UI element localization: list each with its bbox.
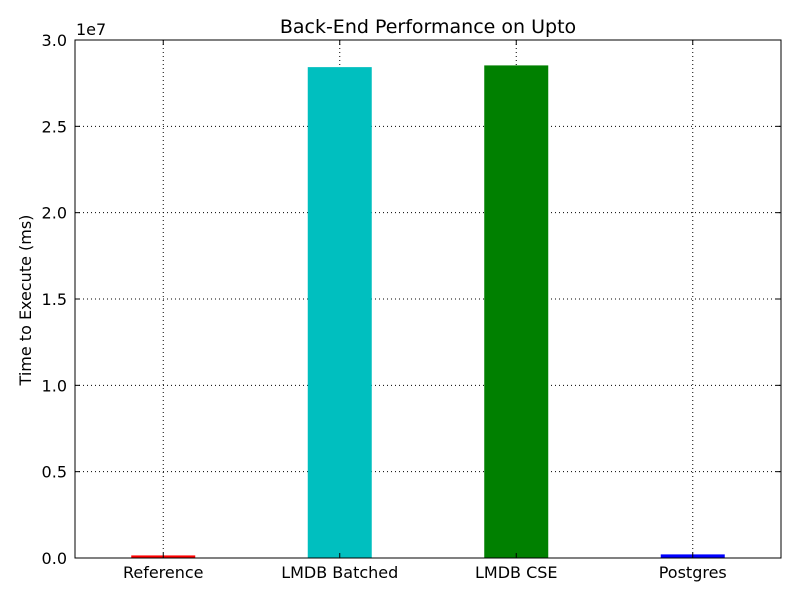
grid <box>75 40 781 558</box>
y-tick-label: 1.5 <box>42 290 67 309</box>
bar-lmdb-batched <box>307 67 372 559</box>
y-axis-multiplier: 1e7 <box>76 20 106 39</box>
bars <box>131 65 725 559</box>
x-tick-label: LMDB Batched <box>281 563 398 582</box>
y-tick-label: 0.5 <box>42 463 67 482</box>
y-tick-label: 3.0 <box>42 31 67 50</box>
y-tick-label: 1.0 <box>42 376 67 395</box>
y-axis-label: Time to Execute (ms) <box>16 215 35 387</box>
x-tick-label: Postgres <box>659 563 727 582</box>
x-tick-label: LMDB CSE <box>475 563 558 582</box>
x-tick-label: Reference <box>123 563 204 582</box>
bar-lmdb-cse <box>484 65 549 559</box>
chart-title: Back-End Performance on Upto <box>280 16 576 38</box>
ticks: 0.0 0.5 1.0 1.5 2.0 2.5 3.0 Reference LMDB Batch… <box>42 31 781 582</box>
y-tick-label: 0.0 <box>42 549 67 568</box>
y-tick-label: 2.5 <box>42 117 67 136</box>
y-tick-label: 2.0 <box>42 204 67 223</box>
plot-frame <box>74 39 782 559</box>
